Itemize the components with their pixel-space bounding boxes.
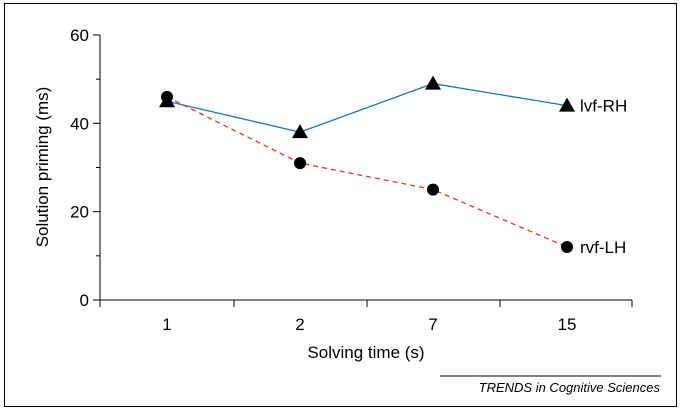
- x-ticks: 1 2 7 15: [99, 300, 633, 334]
- figure-frame: [4, 3, 677, 407]
- series-label-rvf-LH: rvf-LH: [580, 238, 626, 257]
- credit-text: TRENDS in Cognitive Sciences: [479, 380, 661, 395]
- y-tick-label: 20: [70, 203, 89, 222]
- y-ticks: 0 20 40 60: [70, 26, 100, 310]
- series-line-lvf-RH: [166, 82, 568, 133]
- y-tick-label: 60: [70, 26, 89, 45]
- triangle-marker: [425, 75, 441, 90]
- y-tick-label: 40: [70, 114, 89, 133]
- x-tick-label: 15: [558, 315, 577, 334]
- circle-marker: [294, 157, 306, 170]
- x-tick-label: 7: [428, 315, 437, 334]
- triangle-marker: [559, 97, 575, 112]
- circle-marker: [427, 183, 439, 196]
- circle-marker: [161, 90, 173, 103]
- x-axis-title: Solving time (s): [307, 343, 424, 362]
- series-label-lvf-RH: lvf-RH: [580, 97, 627, 116]
- x-tick-label: 2: [295, 315, 304, 334]
- x-tick-label: 1: [162, 315, 171, 334]
- y-axis-title: Solution priming (ms): [33, 87, 52, 248]
- y-tick-label: 0: [80, 291, 89, 310]
- series-layer: lvf-RH rvf-LH: [159, 75, 627, 257]
- circle-marker: [561, 241, 573, 253]
- axes: [99, 35, 632, 301]
- series-line-rvf-LH: [166, 96, 568, 248]
- triangle-marker: [292, 124, 308, 139]
